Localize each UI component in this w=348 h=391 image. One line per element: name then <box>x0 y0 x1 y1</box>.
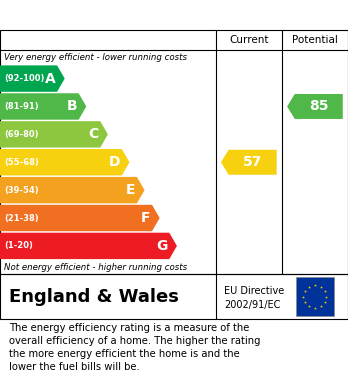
Text: The energy efficiency rating is a measure of the
overall efficiency of a home. T: The energy efficiency rating is a measur… <box>9 323 260 372</box>
Bar <box>296 277 334 316</box>
Text: Very energy efficient - lower running costs: Very energy efficient - lower running co… <box>4 53 187 62</box>
Text: England & Wales: England & Wales <box>9 287 179 305</box>
Text: (39-54): (39-54) <box>4 186 39 195</box>
Polygon shape <box>0 233 177 259</box>
Polygon shape <box>0 93 86 120</box>
Text: 57: 57 <box>243 155 262 169</box>
Text: E: E <box>126 183 135 197</box>
Text: G: G <box>156 239 167 253</box>
Polygon shape <box>0 177 144 203</box>
Text: Not energy efficient - higher running costs: Not energy efficient - higher running co… <box>4 263 187 272</box>
Text: Current: Current <box>229 35 269 45</box>
Text: 2002/91/EC: 2002/91/EC <box>224 300 281 310</box>
Text: B: B <box>66 99 77 113</box>
Text: D: D <box>109 155 120 169</box>
Text: (69-80): (69-80) <box>4 130 39 139</box>
Polygon shape <box>0 205 160 231</box>
Polygon shape <box>0 121 108 147</box>
Text: C: C <box>88 127 98 142</box>
Text: A: A <box>45 72 55 86</box>
Polygon shape <box>0 65 65 92</box>
Text: 85: 85 <box>309 99 329 113</box>
Polygon shape <box>221 150 277 175</box>
Text: (92-100): (92-100) <box>4 74 45 83</box>
Text: (1-20): (1-20) <box>4 241 33 250</box>
Text: EU Directive: EU Directive <box>224 286 285 296</box>
Text: Energy Efficiency Rating: Energy Efficiency Rating <box>9 7 230 23</box>
Text: (55-68): (55-68) <box>4 158 39 167</box>
Polygon shape <box>0 149 129 176</box>
Text: F: F <box>141 211 150 225</box>
Text: (21-38): (21-38) <box>4 213 39 222</box>
Polygon shape <box>287 94 343 119</box>
Text: (81-91): (81-91) <box>4 102 39 111</box>
Text: Potential: Potential <box>292 35 338 45</box>
